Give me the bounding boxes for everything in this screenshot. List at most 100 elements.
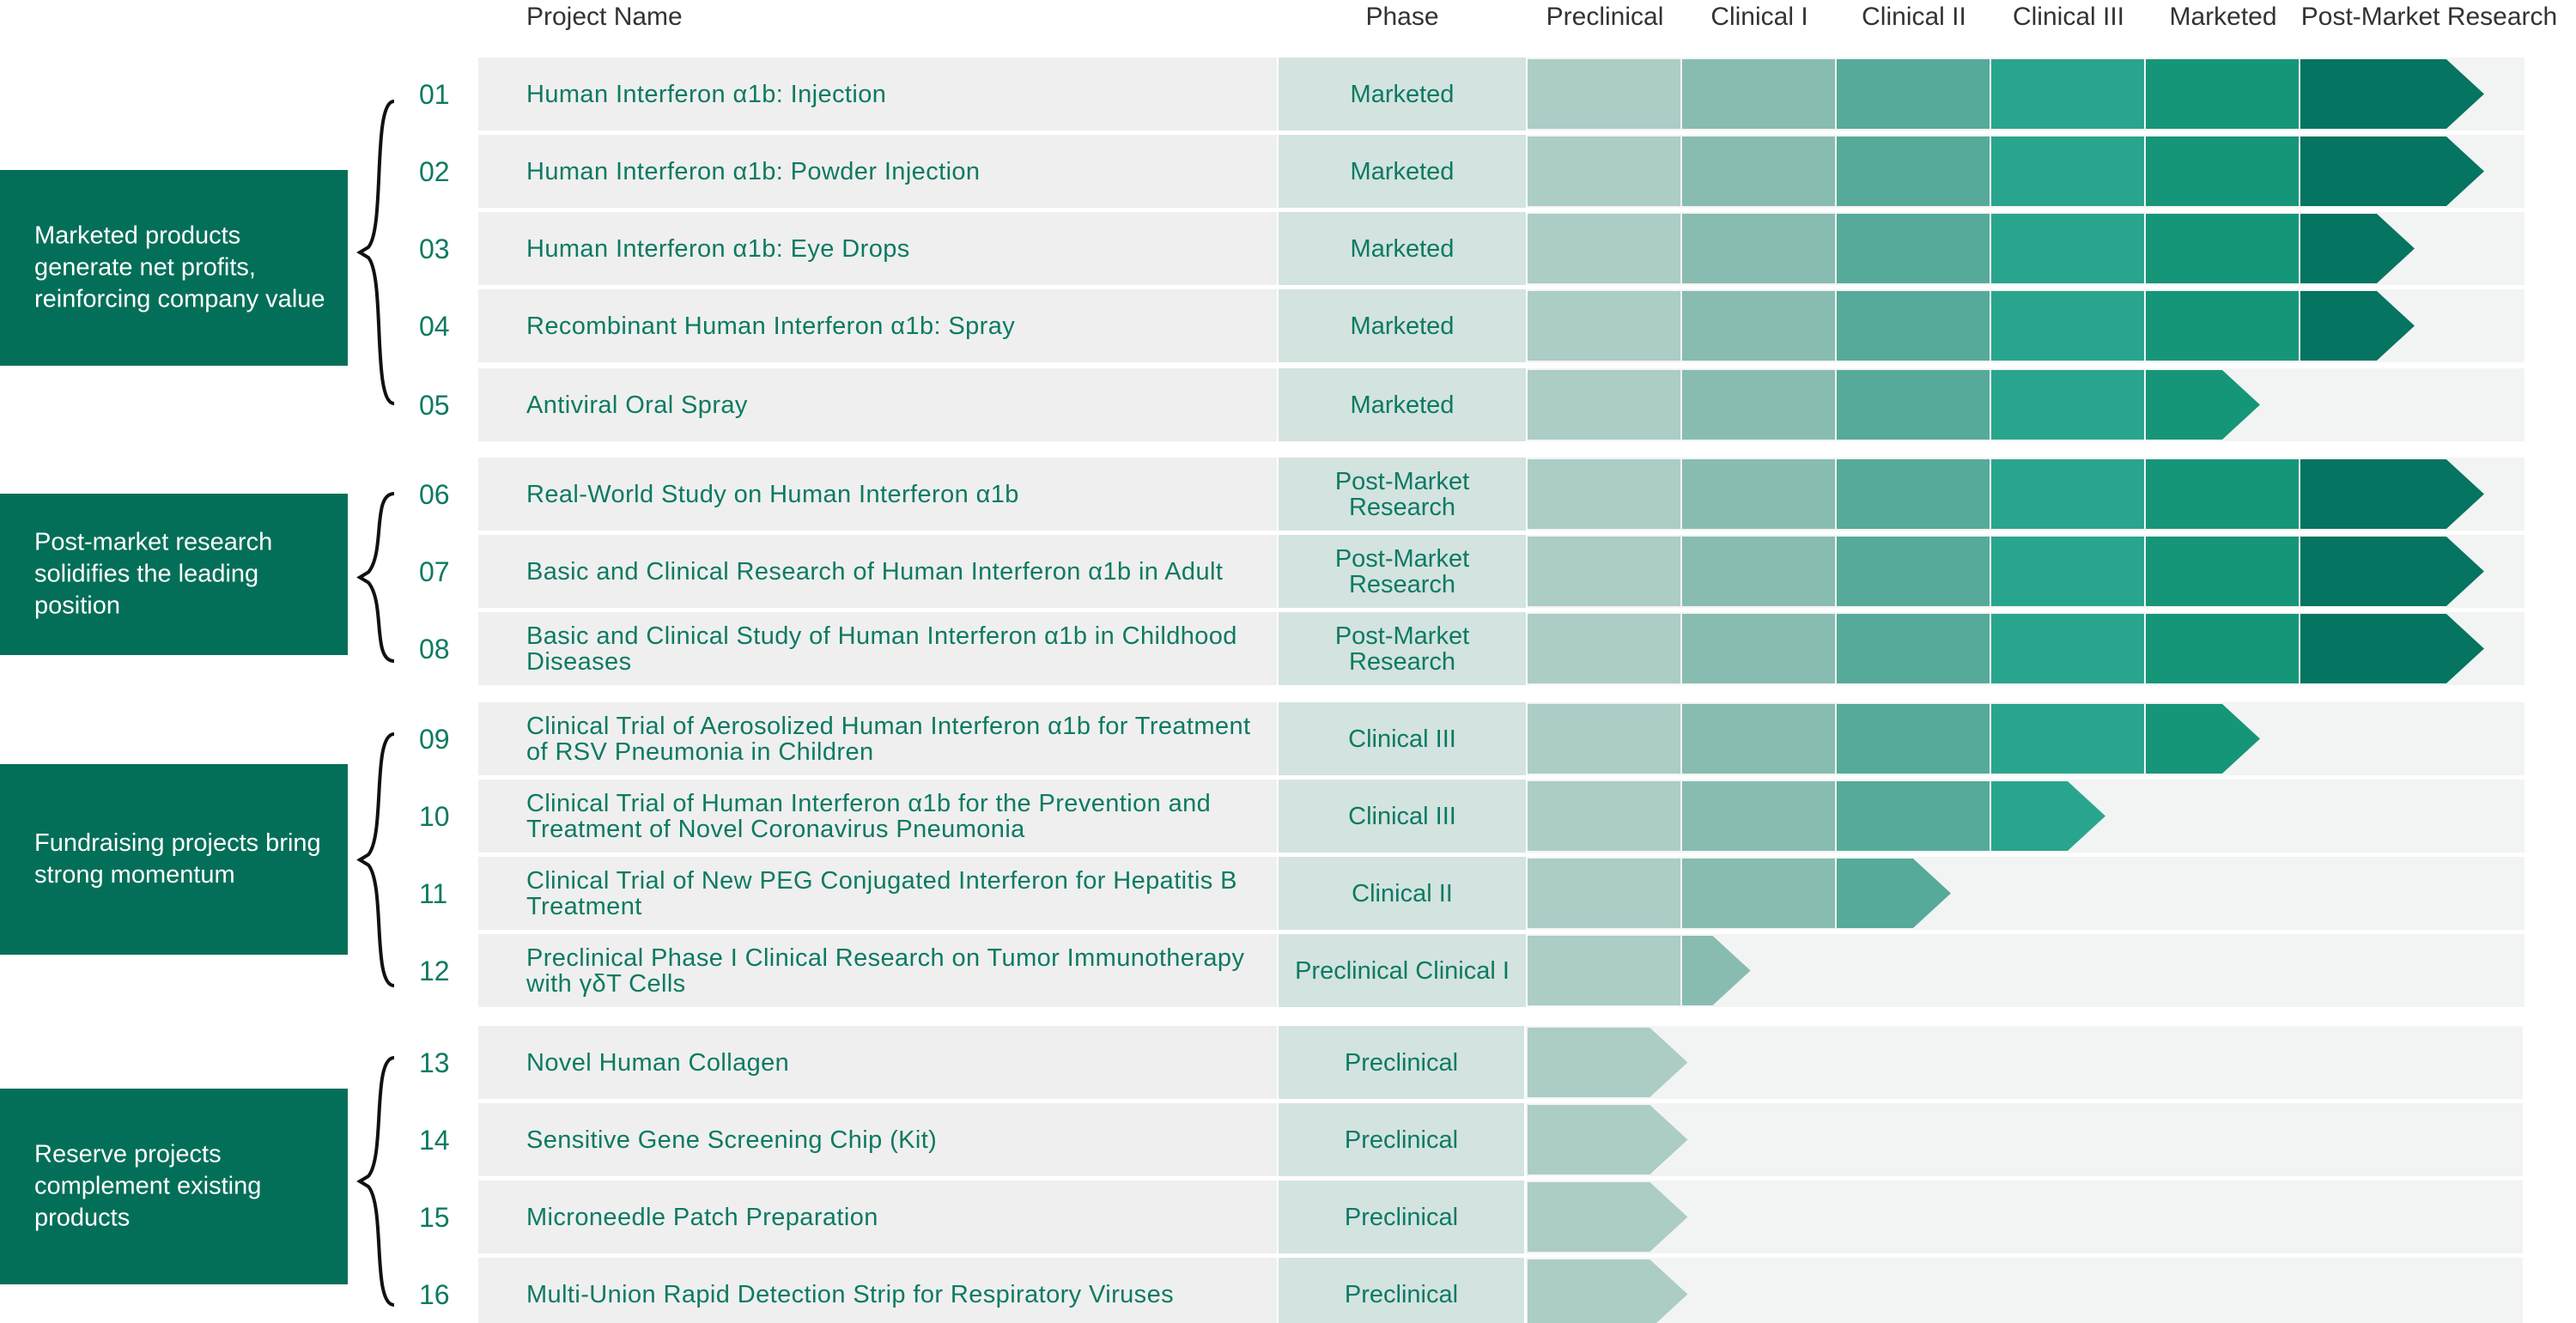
- project-name-cell: Basic and Clinical Study of Human Interf…: [478, 612, 1277, 685]
- progress-arrow: [1528, 1105, 1688, 1174]
- phase-label: Post-Market Research: [1334, 544, 1470, 598]
- progress-arrow: [1528, 1259, 1688, 1323]
- project-number: 14: [419, 1124, 450, 1156]
- stage-segment: [1837, 459, 1990, 529]
- phase-cell: Marketed: [1279, 58, 1526, 130]
- project-row-14: 14 Sensitive Gene Screening Chip (Kit) Pre…: [0, 1103, 2576, 1176]
- group-brace: [356, 732, 395, 987]
- phase-cell: Preclinical: [1279, 1258, 1524, 1323]
- phase-cell: Post-Market Research: [1279, 612, 1526, 685]
- stage-segment: [1837, 137, 1990, 206]
- stage-segment: [1837, 704, 1990, 774]
- project-name-cell: Human Interferon α1b: Eye Drops: [478, 212, 1277, 285]
- progress-arrow: [1528, 781, 2105, 851]
- stage-segment: [2146, 614, 2299, 683]
- stage-segment: [1528, 537, 1680, 606]
- stage-segment: [1991, 137, 2144, 206]
- stage-segment: [2300, 291, 2415, 361]
- phase-cell: Marketed: [1279, 368, 1526, 441]
- project-name: Preclinical Phase I Clinical Research on…: [526, 944, 1245, 998]
- header-phase: Phase: [1365, 3, 1439, 31]
- stage-segment: [1682, 704, 1835, 774]
- group-box-fundraising: Fundraising projects bring strong moment…: [0, 764, 348, 955]
- stage-segment: [2146, 537, 2299, 606]
- stage-segment: [1682, 291, 1835, 361]
- stage-segment: [1837, 537, 1990, 606]
- stage-segment: [1682, 59, 1835, 129]
- project-name: Multi-Union Rapid Detection Strip for Re…: [526, 1280, 1175, 1308]
- group-label: Marketed products generate net profits, …: [34, 222, 325, 313]
- phase-label: Marketed: [1350, 391, 1455, 419]
- progress-arrow: [1528, 214, 2415, 283]
- stage-segment: [1528, 137, 1680, 206]
- stage-segment: [1528, 1105, 1688, 1174]
- phase-cell: Clinical II: [1279, 857, 1526, 930]
- stage-segment: [2300, 59, 2484, 129]
- project-row-15: 15 Microneedle Patch Preparation Preclinic…: [0, 1180, 2576, 1253]
- progress-arrow: [1528, 859, 1951, 928]
- project-name: Microneedle Patch Preparation: [526, 1203, 878, 1231]
- stage-segment: [1682, 137, 1835, 206]
- phase-label: Preclinical: [1344, 1126, 1459, 1154]
- phase-label: Preclinical: [1344, 1203, 1459, 1231]
- project-name: Antiviral Oral Spray: [526, 391, 748, 419]
- project-number: 15: [419, 1201, 450, 1233]
- phase-label: Preclinical: [1344, 1048, 1459, 1077]
- stage-segment: [2146, 59, 2299, 129]
- stage-segment: [1528, 214, 1680, 283]
- group-box-marketed: Marketed products generate net profits, …: [0, 170, 348, 366]
- phase-cell: Preclinical: [1279, 1180, 1524, 1253]
- stage-segment: [2146, 370, 2260, 440]
- stage-segment: [1682, 459, 1835, 529]
- group-label: Reserve projects complement existing pro…: [34, 1140, 262, 1232]
- stage-segment: [1682, 537, 1835, 606]
- project-number: 09: [419, 723, 450, 755]
- header-stage-clinical-1: Clinical I: [1710, 3, 1808, 31]
- project-number: 08: [419, 633, 450, 665]
- stage-segment: [1528, 1028, 1688, 1097]
- project-number: 01: [419, 78, 450, 110]
- stage-segment: [1991, 370, 2144, 440]
- phase-label: Marketed: [1350, 80, 1455, 108]
- phase-cell: Marketed: [1279, 289, 1526, 362]
- project-number: 10: [419, 800, 450, 832]
- project-name-cell: Novel Human Collagen: [478, 1026, 1277, 1099]
- project-name: Human Interferon α1b: Injection: [526, 80, 887, 108]
- project-name: Human Interferon α1b: Eye Drops: [526, 234, 910, 263]
- stage-segment: [1991, 459, 2144, 529]
- project-name-cell: Human Interferon α1b: Injection: [478, 58, 1277, 130]
- phase-label: Preclinical: [1344, 1280, 1459, 1308]
- stage-segment: [1528, 459, 1680, 529]
- progress-arrow: [1528, 137, 2484, 206]
- project-name: Basic and Clinical Research of Human Int…: [526, 557, 1224, 586]
- stage-segment: [1682, 781, 1835, 851]
- stage-segment: [1682, 936, 1751, 1005]
- stage-segment: [2146, 291, 2299, 361]
- stage-segment: [2300, 459, 2484, 529]
- phase-cell: Marketed: [1279, 212, 1526, 285]
- progress-arrow: [1528, 1182, 1688, 1252]
- project-name-cell: Clinical Trial of Human Interferon α1b f…: [478, 780, 1277, 853]
- stage-segment: [1682, 214, 1835, 283]
- project-number: 07: [419, 555, 450, 587]
- phase-cell: Clinical III: [1279, 702, 1526, 775]
- phase-cell: Clinical III: [1279, 780, 1526, 853]
- phase-cell: Marketed: [1279, 135, 1526, 208]
- stage-segment: [1991, 59, 2144, 129]
- project-name-cell: Basic and Clinical Research of Human Int…: [478, 535, 1277, 608]
- project-row-13: 13 Novel Human Collagen Preclinical: [0, 1026, 2576, 1099]
- project-number: 11: [419, 877, 448, 909]
- progress-arrow: [1528, 936, 1751, 1005]
- project-number: 06: [419, 478, 450, 510]
- stage-segment: [2146, 704, 2260, 774]
- stage-segment: [1837, 781, 1990, 851]
- progress-arrow: [1528, 291, 2415, 361]
- project-number: 04: [419, 310, 450, 342]
- group-label: Post-market research solidifies the lead…: [34, 528, 273, 620]
- stage-segment: [1991, 704, 2144, 774]
- stage-segment: [1991, 614, 2144, 683]
- phase-cell: Post-Market Research: [1279, 535, 1526, 608]
- project-number: 02: [419, 155, 450, 187]
